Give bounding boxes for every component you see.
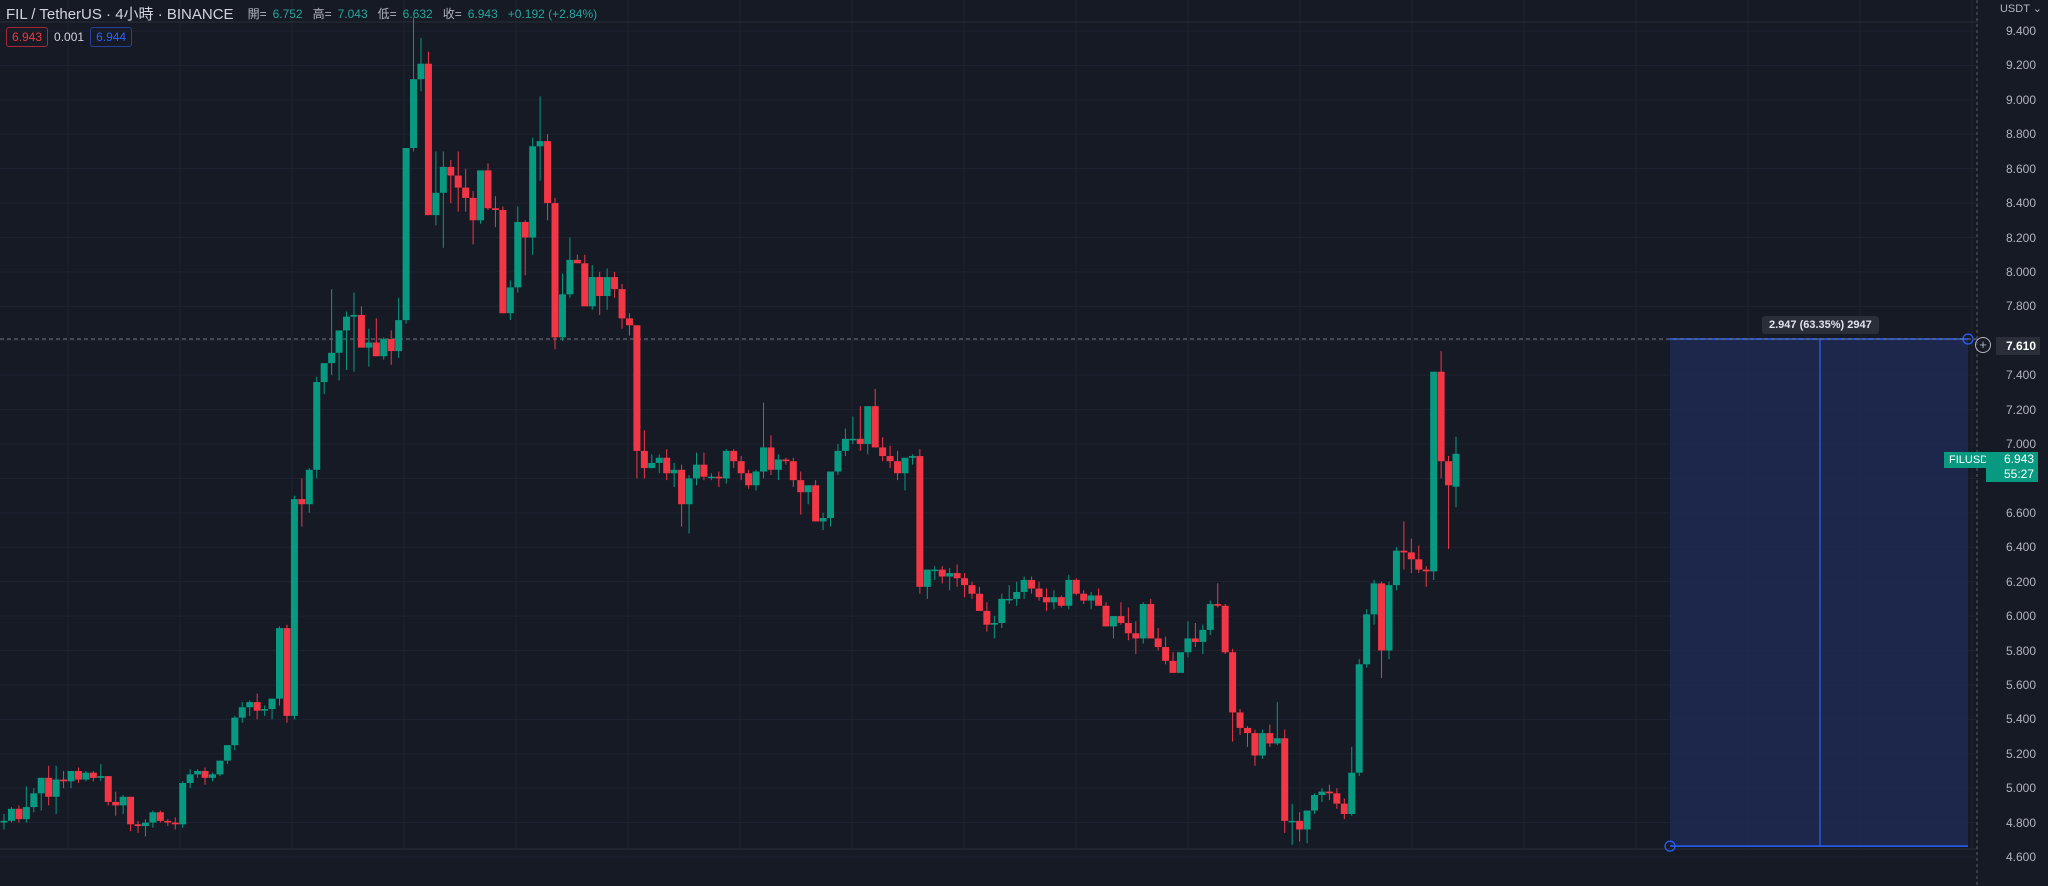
low-value: 6.632 [402, 6, 433, 21]
axis-tick-label: 6.400 [2005, 540, 2036, 555]
axis-tick-label: 6.600 [2005, 505, 2036, 520]
close-key: 收= [442, 7, 462, 21]
open-key: 開= [247, 7, 267, 21]
measure-label: 2.947 (63.35%) 2947 [1762, 316, 1879, 334]
currency-unit-dropdown[interactable]: USDT ⌄ [2000, 2, 2042, 15]
price-axis[interactable]: USDT ⌄ 9.400 9.200 9.000 8.800 8.600 8.400 8.2… [1978, 0, 2048, 886]
axis-tick-label: 5.800 [2005, 643, 2036, 658]
axis-tick-label: 7.200 [2005, 402, 2036, 417]
sell-button[interactable]: 6.943 [6, 27, 49, 47]
axis-tick-label: 5.200 [2005, 746, 2036, 761]
last-price-tag: 6.943 55:27 [1986, 452, 2038, 482]
axis-tick-label: 9.000 [2005, 92, 2036, 107]
axis-tick-label: 8.200 [2005, 230, 2036, 245]
plus-icon[interactable]: + [1975, 337, 1991, 353]
chart-legend: FIL / TetherUS · 4小時 · BINANCE 開= 6.752 高… [6, 3, 597, 24]
spread-value: 0.001 [54, 30, 85, 44]
axis-tick-label: 9.400 [2005, 24, 2036, 38]
symbol-price-tag: FILUSDT [1944, 452, 2000, 468]
change-value: +0.192 (+2.84%) [507, 6, 598, 21]
chevron-down-icon: ⌄ [2032, 3, 2042, 15]
axis-tick-label: 5.600 [2005, 677, 2036, 692]
high-key: 高= [312, 7, 332, 21]
axis-tick-label: 8.800 [2005, 127, 2036, 142]
axis-tick-label: 4.600 [2005, 850, 2036, 864]
axis-tick-label: 9.200 [2005, 58, 2036, 73]
axis-tick-label: 4.800 [2005, 815, 2036, 830]
close-value: 6.943 [467, 6, 498, 21]
axis-tick-label: 8.600 [2005, 161, 2036, 176]
axis-tick-label: 5.400 [2005, 712, 2036, 727]
axis-tick-label: 7.400 [2005, 368, 2036, 383]
currency-unit-label: USDT [1999, 3, 2030, 15]
buy-button[interactable]: 6.944 [90, 27, 133, 47]
axis-tick-label: 7.800 [2005, 299, 2036, 314]
trade-buttons: 6.943 0.001 6.944 [6, 27, 133, 47]
axis-tick-label: 8.400 [2005, 196, 2036, 211]
axis-tick-label: 7.000 [2005, 437, 2036, 451]
open-value: 6.752 [272, 6, 303, 21]
high-value: 7.043 [337, 6, 368, 21]
symbol-title[interactable]: FIL / TetherUS · 4小時 · BINANCE [6, 6, 234, 23]
axis-tick-label: 6.000 [2005, 609, 2036, 624]
countdown: 55:27 [2003, 467, 2034, 481]
low-key: 低= [377, 7, 397, 21]
axis-tick-label: 5.000 [2005, 781, 2036, 796]
axis-tick-label: 8.000 [2005, 264, 2036, 279]
last-price: 6.943 [2003, 452, 2034, 466]
hline-price-label: 7.610 [1996, 337, 2040, 355]
axis-tick-label: 6.200 [2005, 574, 2036, 589]
